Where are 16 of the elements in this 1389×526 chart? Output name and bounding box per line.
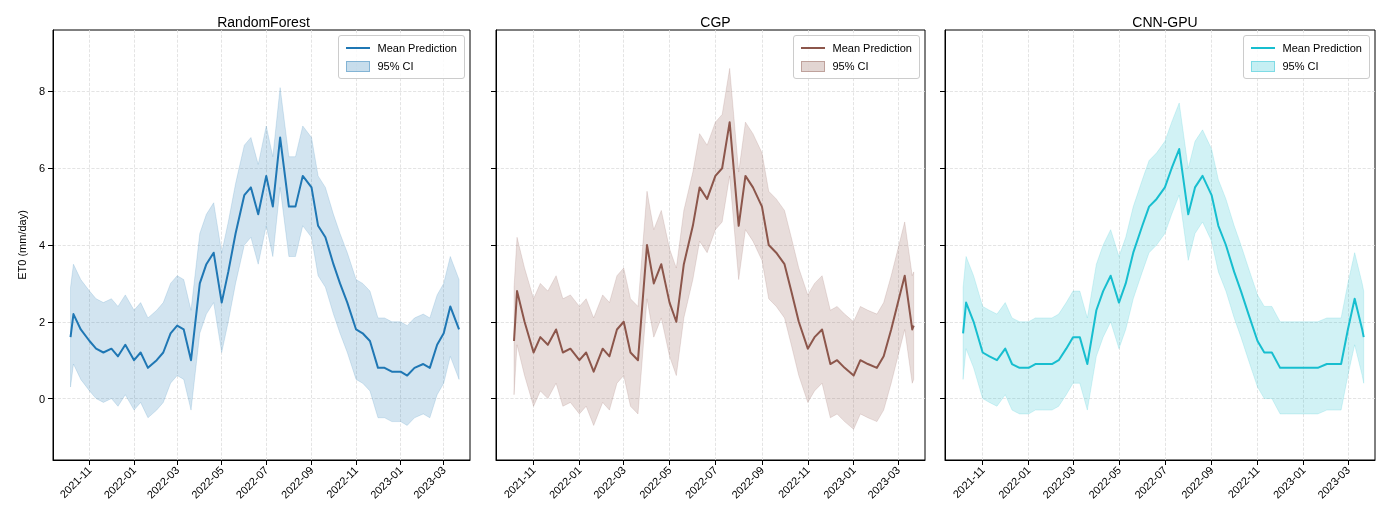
y-tick-label: 6	[38, 162, 45, 175]
chart-title: CGP	[700, 14, 731, 30]
legend-label: Mean Prediction	[1282, 42, 1362, 54]
legend-label: Mean Prediction	[377, 42, 457, 54]
chart-title: CNN-GPU	[1132, 14, 1198, 30]
annotation: 95% CI	[832, 60, 869, 72]
y-tick-label: 2	[38, 315, 45, 328]
chart-title: RandomForest	[217, 14, 310, 30]
y-axis-title: ET0 (mm/day)	[15, 210, 28, 280]
annotation: 95% CI	[1282, 60, 1319, 72]
annotation: 95% CI	[377, 60, 414, 72]
y-tick-label: 4	[38, 239, 45, 251]
line-series	[69, 136, 461, 377]
y-tick-label: 0	[38, 392, 45, 405]
legend-label: Mean Prediction	[832, 42, 912, 54]
y-tick-label: 8	[38, 85, 45, 98]
